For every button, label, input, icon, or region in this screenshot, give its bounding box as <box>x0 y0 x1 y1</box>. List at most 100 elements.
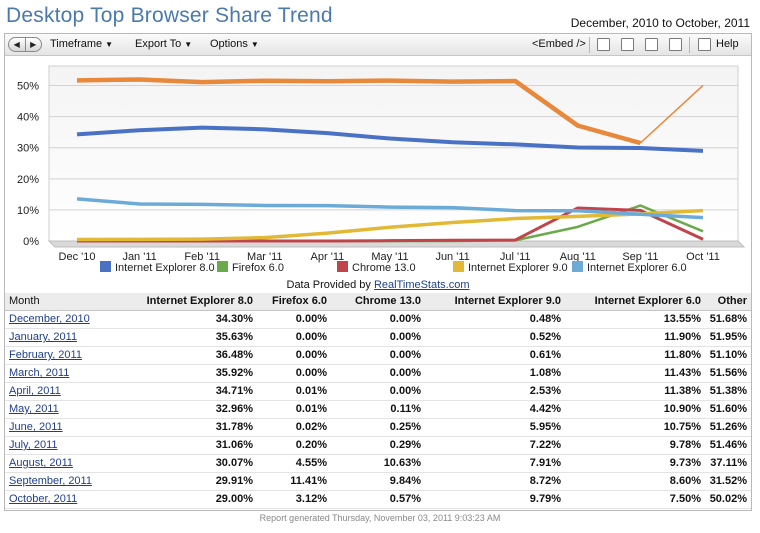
value-cell: 2.53% <box>425 382 565 401</box>
month-link[interactable]: August, 2011 <box>9 457 74 469</box>
toolbar-separator <box>689 37 690 53</box>
legend-label: Internet Explorer 9.0 <box>468 262 568 274</box>
value-cell: 11.38% <box>565 382 705 401</box>
series-line-other <box>76 77 642 146</box>
x-tick-label: Jan '11 <box>122 251 156 263</box>
value-cell: 34.71% <box>125 382 257 401</box>
value-cell: 1.08% <box>425 364 565 383</box>
table-row: February, 2011 36.48% 0.00% 0.00% 0.61% 11.80… <box>5 346 751 365</box>
series-line <box>76 208 704 242</box>
value-cell: 5.95% <box>425 418 565 437</box>
month-cell: January, 2011 <box>5 328 125 347</box>
value-cell: 11.41% <box>257 472 331 491</box>
value-cell: 31.06% <box>125 436 257 455</box>
month-link[interactable]: March, 2011 <box>9 367 70 379</box>
provider-link[interactable]: RealTimeStats.com <box>373 279 470 291</box>
month-link[interactable]: December, 2010 <box>9 313 90 325</box>
column-header: Chrome 13.0 <box>331 293 425 311</box>
data-provider-note: Data Provided by RealTimeStats.com <box>5 279 751 291</box>
column-header: Internet Explorer 9.0 <box>425 293 565 311</box>
x-tick-label: Feb '11 <box>184 251 220 263</box>
month-link[interactable]: September, 2011 <box>9 475 92 487</box>
toolbar: ◀ ▶ Timeframe ▼ Export To ▼ Options ▼ <Embe… <box>5 34 751 56</box>
value-cell: 0.00% <box>331 346 425 365</box>
column-header: Internet Explorer 8.0 <box>125 293 257 311</box>
value-cell: 35.92% <box>125 364 257 383</box>
value-cell: 3.12% <box>257 490 331 509</box>
x-tick-label: Mar '11 <box>247 251 283 263</box>
value-cell: 51.95% <box>705 328 751 347</box>
value-cell: 10.75% <box>565 418 705 437</box>
value-cell: 51.56% <box>705 364 751 383</box>
embed-button[interactable]: <Embed /> <box>532 38 586 50</box>
column-header: Firefox 6.0 <box>257 293 331 311</box>
y-tick-label: 10% <box>17 205 39 217</box>
legend-label: Internet Explorer 6.0 <box>587 262 687 274</box>
series-line <box>76 197 704 220</box>
month-link[interactable]: May, 2011 <box>9 403 59 415</box>
value-cell: 0.61% <box>425 346 565 365</box>
help-icon[interactable] <box>698 38 711 51</box>
month-cell: June, 2011 <box>5 418 125 437</box>
provider-prefix: Data Provided by <box>286 279 374 291</box>
printer-icon[interactable] <box>645 38 658 51</box>
value-cell: 50.02% <box>705 490 751 509</box>
data-table: Month Internet Explorer 8.0 Firefox 6.0 … <box>5 293 751 509</box>
month-link[interactable]: April, 2011 <box>9 385 61 397</box>
month-link[interactable]: June, 2011 <box>9 421 63 433</box>
column-header: Other <box>705 293 751 311</box>
value-cell: 4.55% <box>257 454 331 473</box>
timeframe-menu[interactable]: Timeframe ▼ <box>50 38 113 50</box>
value-cell: 51.60% <box>705 400 751 419</box>
month-cell: August, 2011 <box>5 454 125 473</box>
value-cell: 36.48% <box>125 346 257 365</box>
forward-icon[interactable]: ▶ <box>24 38 42 51</box>
value-cell: 0.52% <box>425 328 565 347</box>
month-link[interactable]: February, 2011 <box>9 349 82 361</box>
value-cell: 9.79% <box>425 490 565 509</box>
month-link[interactable]: October, 2011 <box>9 493 78 505</box>
x-tick-label: May '11 <box>371 251 408 263</box>
value-cell: 0.57% <box>331 490 425 509</box>
column-header: Month <box>5 293 125 311</box>
month-cell: July, 2011 <box>5 436 125 455</box>
table-row: January, 2011 35.63% 0.00% 0.00% 0.52% 11.90%… <box>5 328 751 347</box>
value-cell: 0.00% <box>331 364 425 383</box>
value-cell: 10.63% <box>331 454 425 473</box>
legend-label: Chrome 13.0 <box>352 262 416 274</box>
toolbar-separator <box>589 37 590 53</box>
table-row: May, 2011 32.96% 0.01% 0.11% 4.42% 10.90% 51.6… <box>5 400 751 419</box>
print-preview-icon[interactable] <box>621 38 634 51</box>
value-cell: 0.48% <box>425 310 565 329</box>
value-cell: 51.26% <box>705 418 751 437</box>
y-tick-label: 40% <box>17 112 39 124</box>
y-tick-label: 20% <box>17 174 39 186</box>
value-cell: 8.60% <box>565 472 705 491</box>
x-tick-label: Oct '11 <box>686 251 720 263</box>
legend-swatch <box>100 261 111 272</box>
page-title: Desktop Top Browser Share Trend <box>6 4 333 27</box>
export-menu[interactable]: Export To ▼ <box>135 38 192 50</box>
page-icon[interactable] <box>669 38 682 51</box>
chevron-down-icon: ▼ <box>250 40 259 49</box>
month-link[interactable]: July, 2011 <box>9 439 58 451</box>
value-cell: 7.22% <box>425 436 565 455</box>
table-row: July, 2011 31.06% 0.20% 0.29% 7.22% 9.78% 51.4… <box>5 436 751 455</box>
x-tick-label: Apr '11 <box>311 251 345 263</box>
column-header: Internet Explorer 6.0 <box>565 293 705 311</box>
options-menu[interactable]: Options ▼ <box>210 38 259 50</box>
month-link[interactable]: January, 2011 <box>9 331 78 343</box>
value-cell: 0.20% <box>257 436 331 455</box>
value-cell: 51.10% <box>705 346 751 365</box>
columns-icon[interactable] <box>597 38 610 51</box>
date-range: December, 2010 to October, 2011 <box>570 16 750 30</box>
chevron-down-icon: ▼ <box>105 40 114 49</box>
value-cell: 11.80% <box>565 346 705 365</box>
value-cell: 9.78% <box>565 436 705 455</box>
back-icon[interactable]: ◀ <box>13 40 20 49</box>
legend-label: Internet Explorer 8.0 <box>115 262 215 274</box>
help-button[interactable]: Help <box>716 38 739 50</box>
value-cell: 51.38% <box>705 382 751 401</box>
value-cell: 10.90% <box>565 400 705 419</box>
value-cell: 4.42% <box>425 400 565 419</box>
